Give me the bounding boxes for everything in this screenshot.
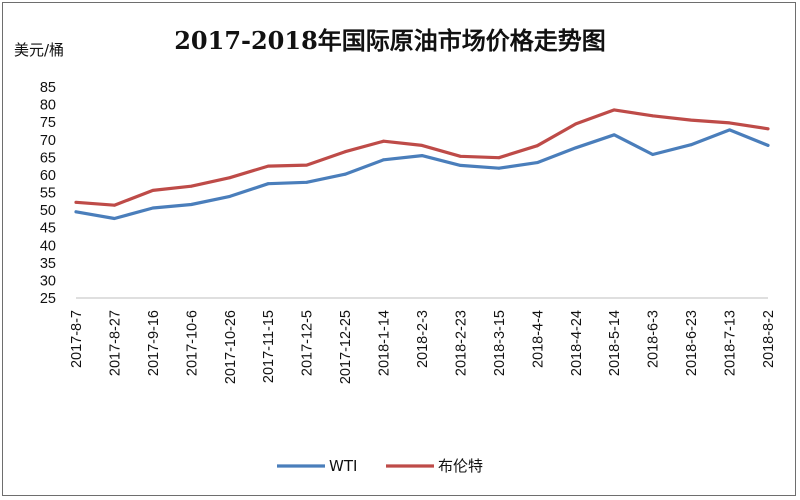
data-point xyxy=(689,143,693,147)
y-tick-label: 65 xyxy=(40,150,56,166)
data-point xyxy=(382,158,385,162)
data-point xyxy=(651,114,655,118)
y-tick-label: 50 xyxy=(40,203,56,219)
x-tick-label: 2017-10-26 xyxy=(223,310,239,384)
x-tick-label: 2018-1-14 xyxy=(377,310,393,376)
data-point xyxy=(612,108,616,112)
data-point xyxy=(766,144,770,147)
x-tick-label: 2018-7-13 xyxy=(723,310,739,376)
x-tick-label: 2018-3-15 xyxy=(492,310,508,376)
data-point xyxy=(189,184,193,188)
data-point xyxy=(343,150,347,154)
data-point xyxy=(728,128,731,132)
x-tick-label: 2018-4-24 xyxy=(569,310,585,376)
y-tick-label: 80 xyxy=(40,98,56,114)
x-tick-label: 2018-2-3 xyxy=(415,310,431,368)
data-point xyxy=(728,121,731,125)
y-tick-label: 40 xyxy=(40,238,56,254)
data-point xyxy=(266,182,270,186)
data-point xyxy=(651,153,655,156)
data-point xyxy=(74,210,78,214)
data-point xyxy=(151,206,155,210)
data-point xyxy=(766,127,770,131)
chart-title: 2017-2018年国际原油市场价格走势图 xyxy=(174,26,606,55)
data-point xyxy=(459,154,462,158)
data-point xyxy=(305,180,309,184)
x-tick-label: 2018-5-14 xyxy=(607,310,623,376)
data-point xyxy=(113,217,116,220)
data-point xyxy=(113,203,116,207)
legend-label-0: WTI xyxy=(329,457,357,475)
y-tick-label: 75 xyxy=(40,115,56,131)
data-point xyxy=(420,154,424,158)
data-point xyxy=(574,122,578,126)
x-tick-label: 2018-4-4 xyxy=(530,310,546,368)
data-point xyxy=(535,144,539,148)
data-point xyxy=(535,161,539,165)
y-tick-label: 85 xyxy=(40,80,56,96)
series-line-1 xyxy=(74,108,770,207)
legend-label-1: 布伦特 xyxy=(438,457,483,475)
series-lines xyxy=(74,108,770,221)
data-point xyxy=(459,164,462,167)
y-tick-label: 45 xyxy=(40,221,56,237)
data-point xyxy=(574,146,578,150)
y-tick-label: 70 xyxy=(40,133,56,149)
x-tick-label: 2017-9-16 xyxy=(146,310,162,376)
x-tick-label: 2017-11-15 xyxy=(261,310,277,383)
x-tick-label: 2017-12-25 xyxy=(338,310,354,384)
data-point xyxy=(343,172,347,176)
x-tick-label: 2018-2-23 xyxy=(453,310,469,376)
x-tick-label: 2017-8-27 xyxy=(107,310,123,376)
data-point xyxy=(497,166,501,170)
y-axis-unit-label: 美元/桶 xyxy=(14,41,64,59)
data-point xyxy=(228,176,232,180)
y-tick-label: 30 xyxy=(40,273,56,289)
x-tick-label: 2018-8-2 xyxy=(761,310,777,368)
y-tick-label: 60 xyxy=(40,168,56,184)
data-point xyxy=(497,156,501,160)
y-tick-label: 35 xyxy=(40,256,56,272)
data-point xyxy=(74,200,78,204)
data-point xyxy=(382,139,385,143)
y-tick-label: 55 xyxy=(40,186,56,202)
data-point xyxy=(189,203,193,206)
y-tick-label: 25 xyxy=(40,291,56,307)
series-line-0 xyxy=(74,128,770,221)
x-tick-label: 2017-8-7 xyxy=(69,310,85,368)
data-point xyxy=(689,118,693,122)
data-point xyxy=(305,163,309,167)
legend: WTI 布伦特 xyxy=(277,457,483,475)
data-point xyxy=(266,164,270,168)
data-point xyxy=(151,189,155,192)
x-tick-label: 2018-6-23 xyxy=(684,310,700,376)
data-point xyxy=(420,144,424,147)
data-point xyxy=(612,133,616,137)
x-tick-label: 2017-12-5 xyxy=(300,310,316,376)
x-tick-label: 2018-6-3 xyxy=(646,310,662,368)
x-tick-label: 2017-10-6 xyxy=(184,310,200,376)
data-point xyxy=(228,195,232,198)
